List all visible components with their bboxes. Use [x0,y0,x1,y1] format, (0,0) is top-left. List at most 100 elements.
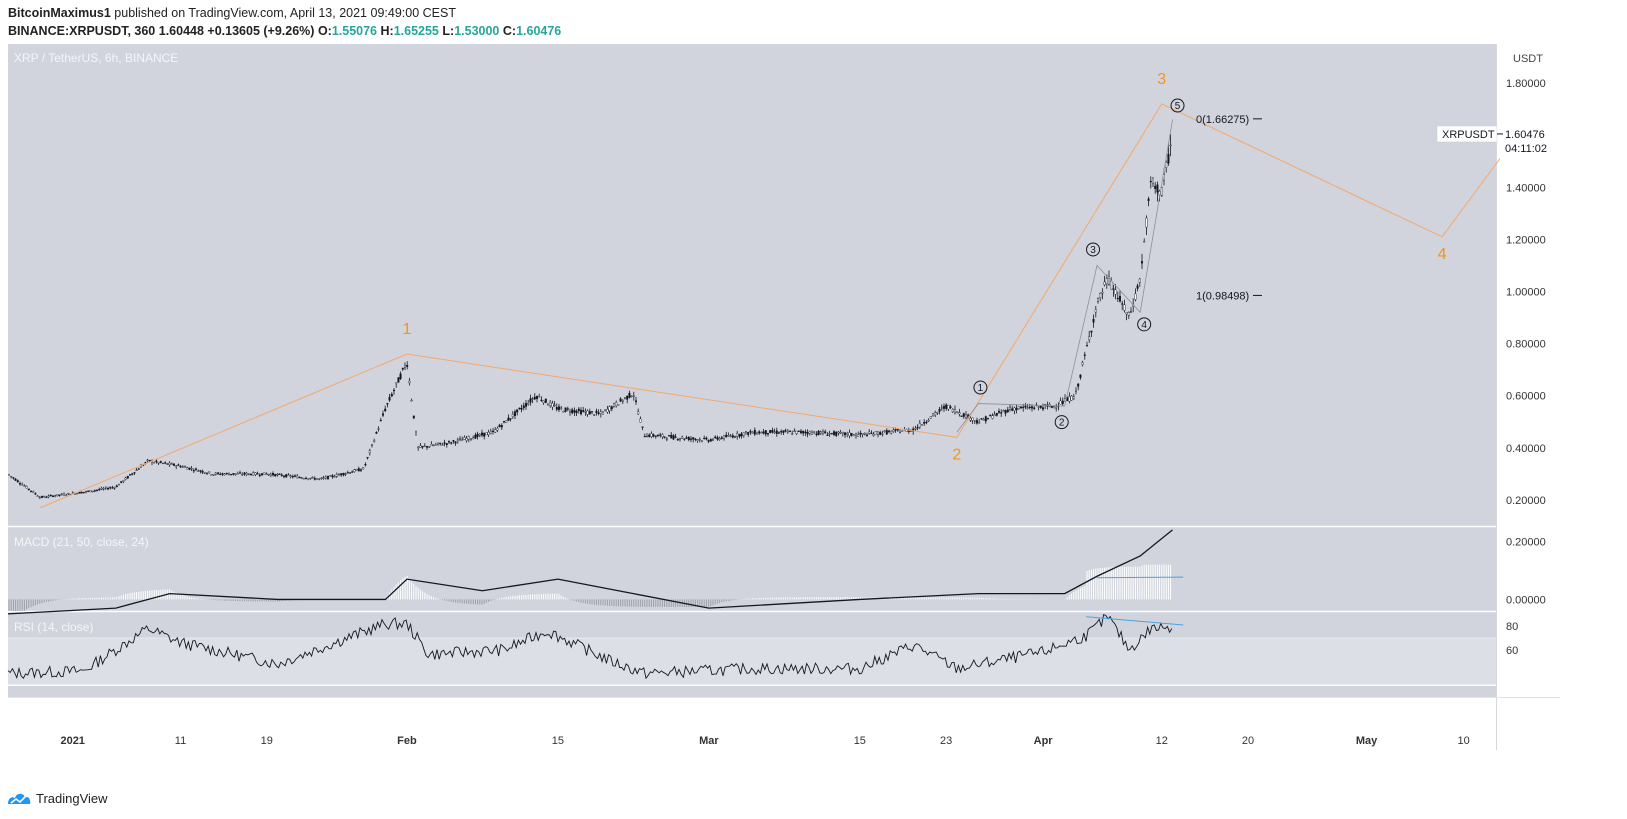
candle-body [705,437,708,440]
candle-body [982,419,985,421]
candle-body [1006,409,1009,413]
candle-body [690,438,693,440]
x-tick-label: 11 [175,735,186,747]
candle-body [408,380,411,384]
candle-body [221,473,224,475]
candle-body [756,433,759,435]
x-tick-label: 10 [1458,735,1470,747]
candle-body [117,484,120,486]
x-tick-label: 23 [940,735,952,747]
candle-body [258,474,261,476]
candle-body [327,475,330,479]
candle-body [1169,144,1172,147]
candle-body [492,430,495,432]
candle-body [507,417,510,421]
candle-body [998,410,1001,413]
candle-body [826,434,829,436]
candle-body [989,415,992,417]
candle-body [936,412,939,414]
candle-body [274,473,277,477]
candle-body [280,474,283,477]
candle-body [938,409,941,412]
candle-body [621,400,624,402]
candle-body [65,494,68,496]
candle-body [641,426,644,428]
candle-body [619,398,622,402]
candle-body [401,367,404,370]
candle-body [639,418,642,423]
macd-trend-line [1097,576,1184,579]
candle-body [993,414,996,417]
candle-body [434,444,437,446]
candle-body [87,490,90,492]
candle-body [483,432,486,437]
candle-body [971,417,974,421]
candle-body [769,430,772,434]
tradingview-brand[interactable]: TradingView [36,790,108,806]
candle-body [459,438,462,440]
candle-body [1068,396,1071,402]
rsi-line [7,614,1173,680]
candle-body [1009,407,1012,410]
candle-body [580,409,583,415]
candle-body [505,420,508,424]
x-tick-label: Feb [397,735,417,747]
candle-body [1013,407,1016,411]
candle-body [278,473,281,475]
candle-body [599,411,602,414]
candle-body [179,466,182,468]
candle-body [837,431,840,434]
candle-body [868,431,871,434]
author-name[interactable]: BitcoinMaximus1 [8,6,111,20]
candle-body [872,434,875,436]
candle-body [71,492,74,494]
candle-body [861,433,864,435]
subwave-circle-1 [973,380,988,395]
candle-body [848,432,851,436]
candle-body [291,476,294,478]
candle-body [817,430,820,435]
candle-body [833,431,836,435]
candle-body [340,473,343,476]
tradingview-footer: TradingView [6,790,108,806]
candle-body [888,430,891,432]
rsi-title: RSI (14, close) [14,620,93,634]
candle-body [216,472,219,474]
candle-body [824,431,827,434]
candle-body [210,474,213,476]
candle-body [14,478,17,481]
candle-body [547,404,550,406]
candle-body [595,410,598,413]
rsi-band [8,637,1496,686]
candle-body [164,462,167,464]
candle-body [734,436,737,438]
candle-body [1147,198,1150,201]
candle-body [1101,291,1104,294]
subwave-circle-5 [1170,98,1185,113]
candle-body [349,472,352,474]
candle-body [672,435,675,440]
candle-body [709,439,712,442]
candle-body [540,399,543,402]
candle-body [272,473,275,476]
candle-body [1002,410,1005,412]
candle-body [500,425,503,428]
candle-body [82,491,85,494]
candle-body [676,439,679,441]
x-tick-label: 15 [552,735,564,747]
candle-body [135,469,138,472]
candle-body [806,432,809,435]
wave-label-3: 3 [1157,71,1166,88]
candle-body [1165,162,1168,168]
candle-body [175,465,178,467]
candle-body [219,473,222,475]
candle-body [932,413,935,416]
candle-body [111,487,114,489]
candle-body [43,496,46,498]
subwave-circle-4 [1137,317,1152,332]
subwave-circle-3 [1086,242,1101,257]
candle-body [415,431,418,436]
candle-body [890,430,893,434]
candle-body [573,410,576,413]
